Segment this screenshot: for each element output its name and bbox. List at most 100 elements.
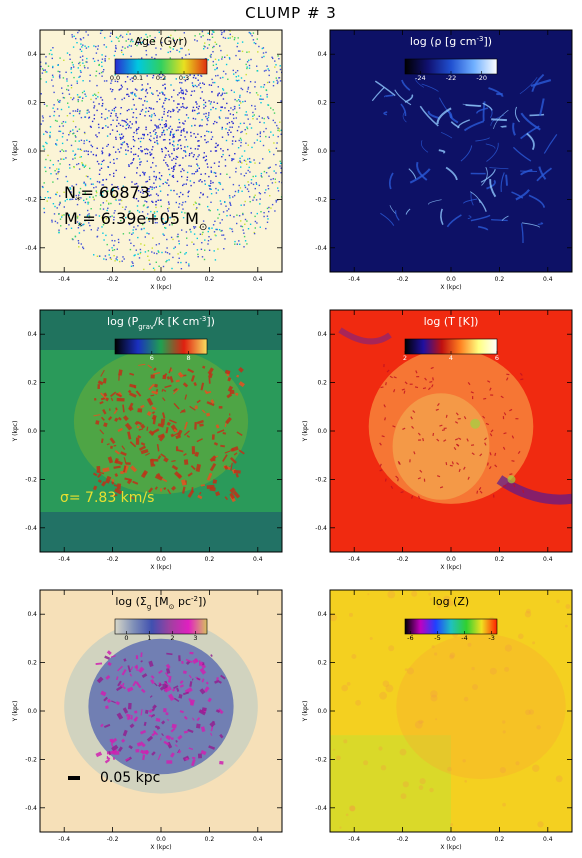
panel-density: -0.4 -0.2 0.0 0.2 0.4 -0.4 -0.2 0.0 0.2 0.4 X (kpc… xyxy=(302,29,573,291)
y-tick-label: -0.4 xyxy=(315,245,327,252)
title-end: ]) xyxy=(206,315,215,328)
y-tick-label: 0.0 xyxy=(317,148,327,155)
x-tick-label: 0.2 xyxy=(495,836,505,843)
colorbar-tick-label: -24 xyxy=(415,74,426,82)
x-tick-label: -0.2 xyxy=(397,556,409,563)
x-tick-label: 0.0 xyxy=(156,276,166,283)
y-tick-label: 0.4 xyxy=(27,331,37,338)
x-tick-label: -0.4 xyxy=(58,276,70,283)
y-axis-label: Y (kpc) xyxy=(302,421,309,443)
y-tick-label: -0.4 xyxy=(315,805,327,812)
panel-title: log (ρ [g cm-3]) xyxy=(410,35,492,48)
y-tick-label: 0.0 xyxy=(27,148,37,155)
panel-pressure: -0.4 -0.2 0.0 0.2 0.4 -0.4 -0.2 0.0 0.2 0.4 X (kpc… xyxy=(12,309,283,571)
y-tick-label: 0.2 xyxy=(27,660,37,667)
colorbar-tick-label: 4 xyxy=(449,354,453,362)
x-tick-label: -0.2 xyxy=(107,556,119,563)
x-tick-label: 0.2 xyxy=(205,556,215,563)
x-tick-label: -0.4 xyxy=(348,836,360,843)
x-tick-label: 0.0 xyxy=(156,836,166,843)
y-tick-label: 0.0 xyxy=(27,708,37,715)
map-image xyxy=(40,30,282,271)
y-tick-label: -0.4 xyxy=(25,245,37,252)
colorbar-tick-label: 0.0 xyxy=(110,74,120,82)
panel-title: log (Σg [M⊙ pc-2]) xyxy=(115,595,206,611)
y-axis-label: Y (kpc) xyxy=(12,701,19,723)
title-subscript: g xyxy=(147,603,151,611)
x-axis-label: X (kpc) xyxy=(150,564,171,571)
scale-bar-label: 0.05 kpc xyxy=(100,770,160,786)
y-tick-label: -0.2 xyxy=(315,196,327,203)
n-symbol: N xyxy=(64,183,76,202)
y-tick-label: 0.4 xyxy=(27,51,37,58)
x-tick-label: -0.2 xyxy=(397,836,409,843)
x-tick-label: 0.4 xyxy=(253,836,263,843)
colorbar-tick-label: 1 xyxy=(147,634,151,642)
map-image xyxy=(330,590,571,832)
colorbar-tick-label: -22 xyxy=(446,74,457,82)
title-superscript: -3 xyxy=(477,35,484,43)
title-superscript: -3 xyxy=(199,315,206,323)
mass-subscript: * xyxy=(78,222,83,232)
y-tick-label: -0.2 xyxy=(25,476,37,483)
colorbar-tick-label: 2 xyxy=(170,634,174,642)
x-tick-label: -0.4 xyxy=(58,836,70,843)
y-axis-label: Y (kpc) xyxy=(302,141,309,163)
title-main: log (P xyxy=(107,315,139,328)
y-tick-label: 0.0 xyxy=(317,708,327,715)
star-count-annotation: N*= 66873 xyxy=(64,183,150,206)
title-main: log (Z) xyxy=(433,595,469,608)
y-tick-label: 0.0 xyxy=(317,428,327,435)
x-tick-label: 0.4 xyxy=(253,276,263,283)
solar-symbol: ⊙ xyxy=(199,222,207,233)
x-tick-label: 0.0 xyxy=(446,556,456,563)
title-superscript: -2 xyxy=(191,595,198,603)
y-tick-label: 0.0 xyxy=(27,428,37,435)
title-mid-2: pc xyxy=(175,595,192,608)
y-tick-label: -0.2 xyxy=(25,756,37,763)
scale-bar xyxy=(68,776,80,780)
x-axis-label: X (kpc) xyxy=(440,844,461,851)
x-tick-label: -0.2 xyxy=(397,276,409,283)
y-axis-label: Y (kpc) xyxy=(12,421,19,443)
colorbar-tick-label: 6 xyxy=(150,354,154,362)
y-tick-label: -0.4 xyxy=(315,525,327,532)
x-tick-label: -0.2 xyxy=(107,836,119,843)
panel-title: Age (Gyr) xyxy=(135,35,188,48)
title-subscript-2: ⊙ xyxy=(169,603,175,611)
x-tick-label: 0.4 xyxy=(543,276,553,283)
y-tick-label: -0.2 xyxy=(315,756,327,763)
title-main: Age (Gyr) xyxy=(135,35,188,48)
y-tick-label: 0.2 xyxy=(317,100,327,107)
panel-metallicity: -0.4 -0.2 0.0 0.2 0.4 -0.4 -0.2 0.0 0.2 0.4 X (kpc… xyxy=(302,589,573,851)
title-main: log (ρ [g cm xyxy=(410,35,477,48)
velocity-dispersion-value: = 7.83 km/s xyxy=(69,490,155,506)
stellar-mass-value: = 6.39e+05 M xyxy=(82,209,199,228)
colorbar-tick-label: 0.2 xyxy=(156,74,166,82)
colorbar xyxy=(114,338,208,355)
colorbar xyxy=(404,618,498,635)
x-tick-label: -0.2 xyxy=(107,276,119,283)
map-image xyxy=(371,73,558,244)
y-tick-label: 0.4 xyxy=(317,51,327,58)
velocity-dispersion-annotation: σ= 7.83 km/s xyxy=(60,490,154,506)
title-end: ]) xyxy=(483,35,492,48)
x-axis-label: X (kpc) xyxy=(440,284,461,291)
colorbar-tick-label: 6 xyxy=(495,354,499,362)
colorbar-tick-label: 0.3 xyxy=(179,74,189,82)
x-tick-label: 0.0 xyxy=(446,836,456,843)
sigma-symbol: σ xyxy=(60,490,69,506)
y-tick-label: 0.4 xyxy=(317,611,327,618)
star-subscript: * xyxy=(76,196,81,206)
stellar-mass-annotation: M*= 6.39e+05 M⊙ xyxy=(64,209,207,233)
map-image xyxy=(338,327,572,505)
y-tick-label: 0.2 xyxy=(317,660,327,667)
colorbar-tick-label: -3 xyxy=(488,634,494,642)
y-tick-label: 0.2 xyxy=(317,380,327,387)
x-tick-label: 0.4 xyxy=(543,836,553,843)
colorbar-tick-label: 2 xyxy=(403,354,407,362)
map-image xyxy=(64,619,258,794)
y-axis-label: Y (kpc) xyxy=(12,141,19,163)
title-end: ]) xyxy=(198,595,207,608)
colorbar xyxy=(114,618,208,635)
